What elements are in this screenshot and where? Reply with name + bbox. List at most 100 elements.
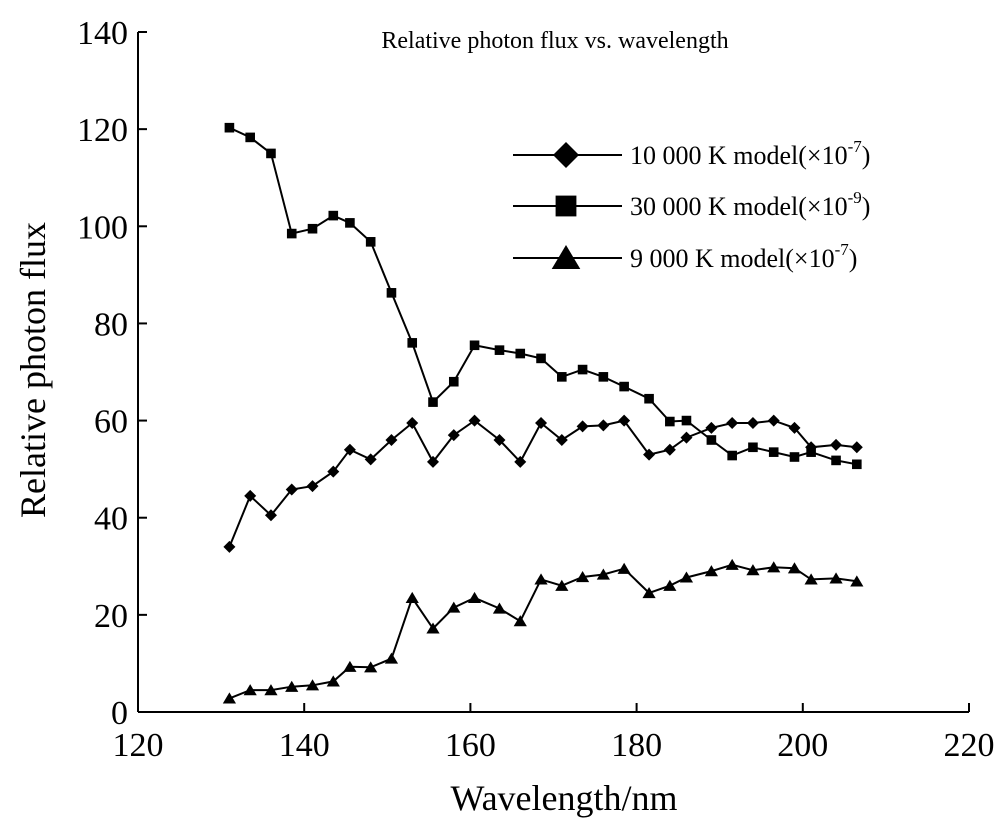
square-marker (286, 228, 297, 239)
triangle-marker (243, 684, 257, 696)
diamond-marker (850, 441, 863, 454)
diamond-marker (364, 453, 377, 466)
square-marker (577, 364, 588, 375)
square-marker (665, 416, 675, 427)
square-marker (644, 393, 654, 404)
square-marker (345, 218, 355, 228)
legend-label-suffix: ) (862, 141, 871, 170)
triangle-marker (725, 558, 739, 570)
triangle-marker (364, 661, 378, 673)
legend-label-base: 10 000 K model(×10 (630, 141, 848, 170)
square-marker (266, 148, 276, 159)
diamond-marker (306, 480, 319, 493)
diamond-marker (680, 431, 693, 444)
triangle-marker (447, 601, 461, 613)
triangle-marker (285, 680, 299, 692)
square-marker (494, 345, 505, 355)
y-tick-label: 20 (94, 598, 128, 635)
square-marker (515, 348, 526, 359)
series-layer (222, 122, 864, 704)
diamond-marker (535, 417, 548, 429)
square-marker (407, 338, 418, 348)
square-marker (386, 288, 397, 298)
triangle-marker (555, 579, 569, 591)
triangle-marker (305, 679, 320, 691)
diamond-marker (555, 434, 568, 446)
triangle-marker (804, 573, 818, 585)
series-triangle (222, 558, 864, 704)
square-marker (706, 435, 717, 445)
legend-label: 30 000 K model(×10-9) (630, 188, 870, 221)
legend-item: 30 000 K model(×10-9) (513, 188, 870, 221)
legend-item: 10 000 K model(×10-7) (513, 137, 870, 170)
y-tick-label: 140 (77, 15, 128, 52)
triangle-marker (222, 692, 237, 704)
x-tick-label: 120 (113, 727, 164, 764)
legend-label-base: 9 000 K model(×10 (630, 244, 835, 273)
y-axis-label: Relative photon flux (13, 222, 53, 518)
diamond-marker (406, 417, 419, 429)
square-marker (245, 132, 255, 143)
square-marker (536, 353, 546, 364)
square-marker (831, 455, 841, 466)
diamond-marker (447, 429, 460, 442)
y-tick-label: 40 (94, 501, 128, 538)
legend: 10 000 K model(×10-7)30 000 K model(×10-… (513, 137, 870, 273)
triangle-marker (492, 602, 507, 614)
square-marker (307, 223, 318, 234)
square-marker (448, 376, 459, 387)
diamond-marker (643, 448, 656, 461)
x-tick-label: 200 (777, 727, 828, 764)
series-line (229, 563, 857, 700)
triangle-marker (850, 575, 864, 587)
diamond-marker (597, 419, 610, 432)
diamond-marker (830, 438, 843, 451)
y-tick-label: 0 (111, 695, 128, 732)
square-marker (555, 195, 577, 217)
square-marker (428, 397, 438, 407)
diamond-marker (576, 420, 589, 433)
y-tick-label: 120 (77, 112, 128, 149)
diamond-marker (788, 421, 801, 434)
legend-label-suffix: ) (849, 244, 858, 273)
diamond-marker (264, 509, 277, 522)
diamond-marker (244, 489, 257, 502)
diamond-marker (746, 417, 759, 429)
triangle-marker (787, 562, 802, 574)
legend-label-exponent: -7 (835, 240, 850, 259)
triangle-marker (642, 587, 656, 599)
x-tick-label: 140 (279, 727, 330, 764)
diamond-marker (514, 455, 527, 468)
triangle-marker (534, 573, 548, 585)
square-marker (469, 340, 480, 351)
diamond-marker (493, 434, 506, 446)
triangle-marker (405, 591, 419, 603)
triangle-marker (264, 684, 278, 696)
triangle-marker (663, 579, 677, 591)
triangle-marker (426, 622, 440, 634)
legend-item: 9 000 K model(×10-7) (513, 240, 857, 273)
diamond-marker (553, 142, 579, 168)
triangle-marker (384, 652, 399, 664)
square-marker (748, 442, 758, 453)
x-tick-label: 220 (944, 727, 995, 764)
square-marker (328, 210, 339, 221)
series-line (228, 126, 857, 466)
diamond-marker (223, 540, 236, 553)
legend-label: 9 000 K model(×10-7) (630, 240, 857, 273)
square-marker (681, 415, 692, 426)
diamond-marker (327, 465, 340, 478)
diamond-marker (618, 414, 631, 427)
diamond-marker (705, 421, 718, 434)
square-marker (768, 447, 779, 457)
diamond-marker (663, 443, 676, 456)
series-square (224, 122, 862, 470)
legend-label-base: 30 000 K model(×10 (630, 192, 848, 221)
triangle-marker (513, 615, 527, 627)
y-tick-label: 60 (94, 404, 128, 441)
legend-label-exponent: -9 (848, 188, 862, 207)
diamond-marker (468, 414, 481, 427)
diamond-marker (726, 417, 739, 429)
square-marker (619, 381, 629, 392)
